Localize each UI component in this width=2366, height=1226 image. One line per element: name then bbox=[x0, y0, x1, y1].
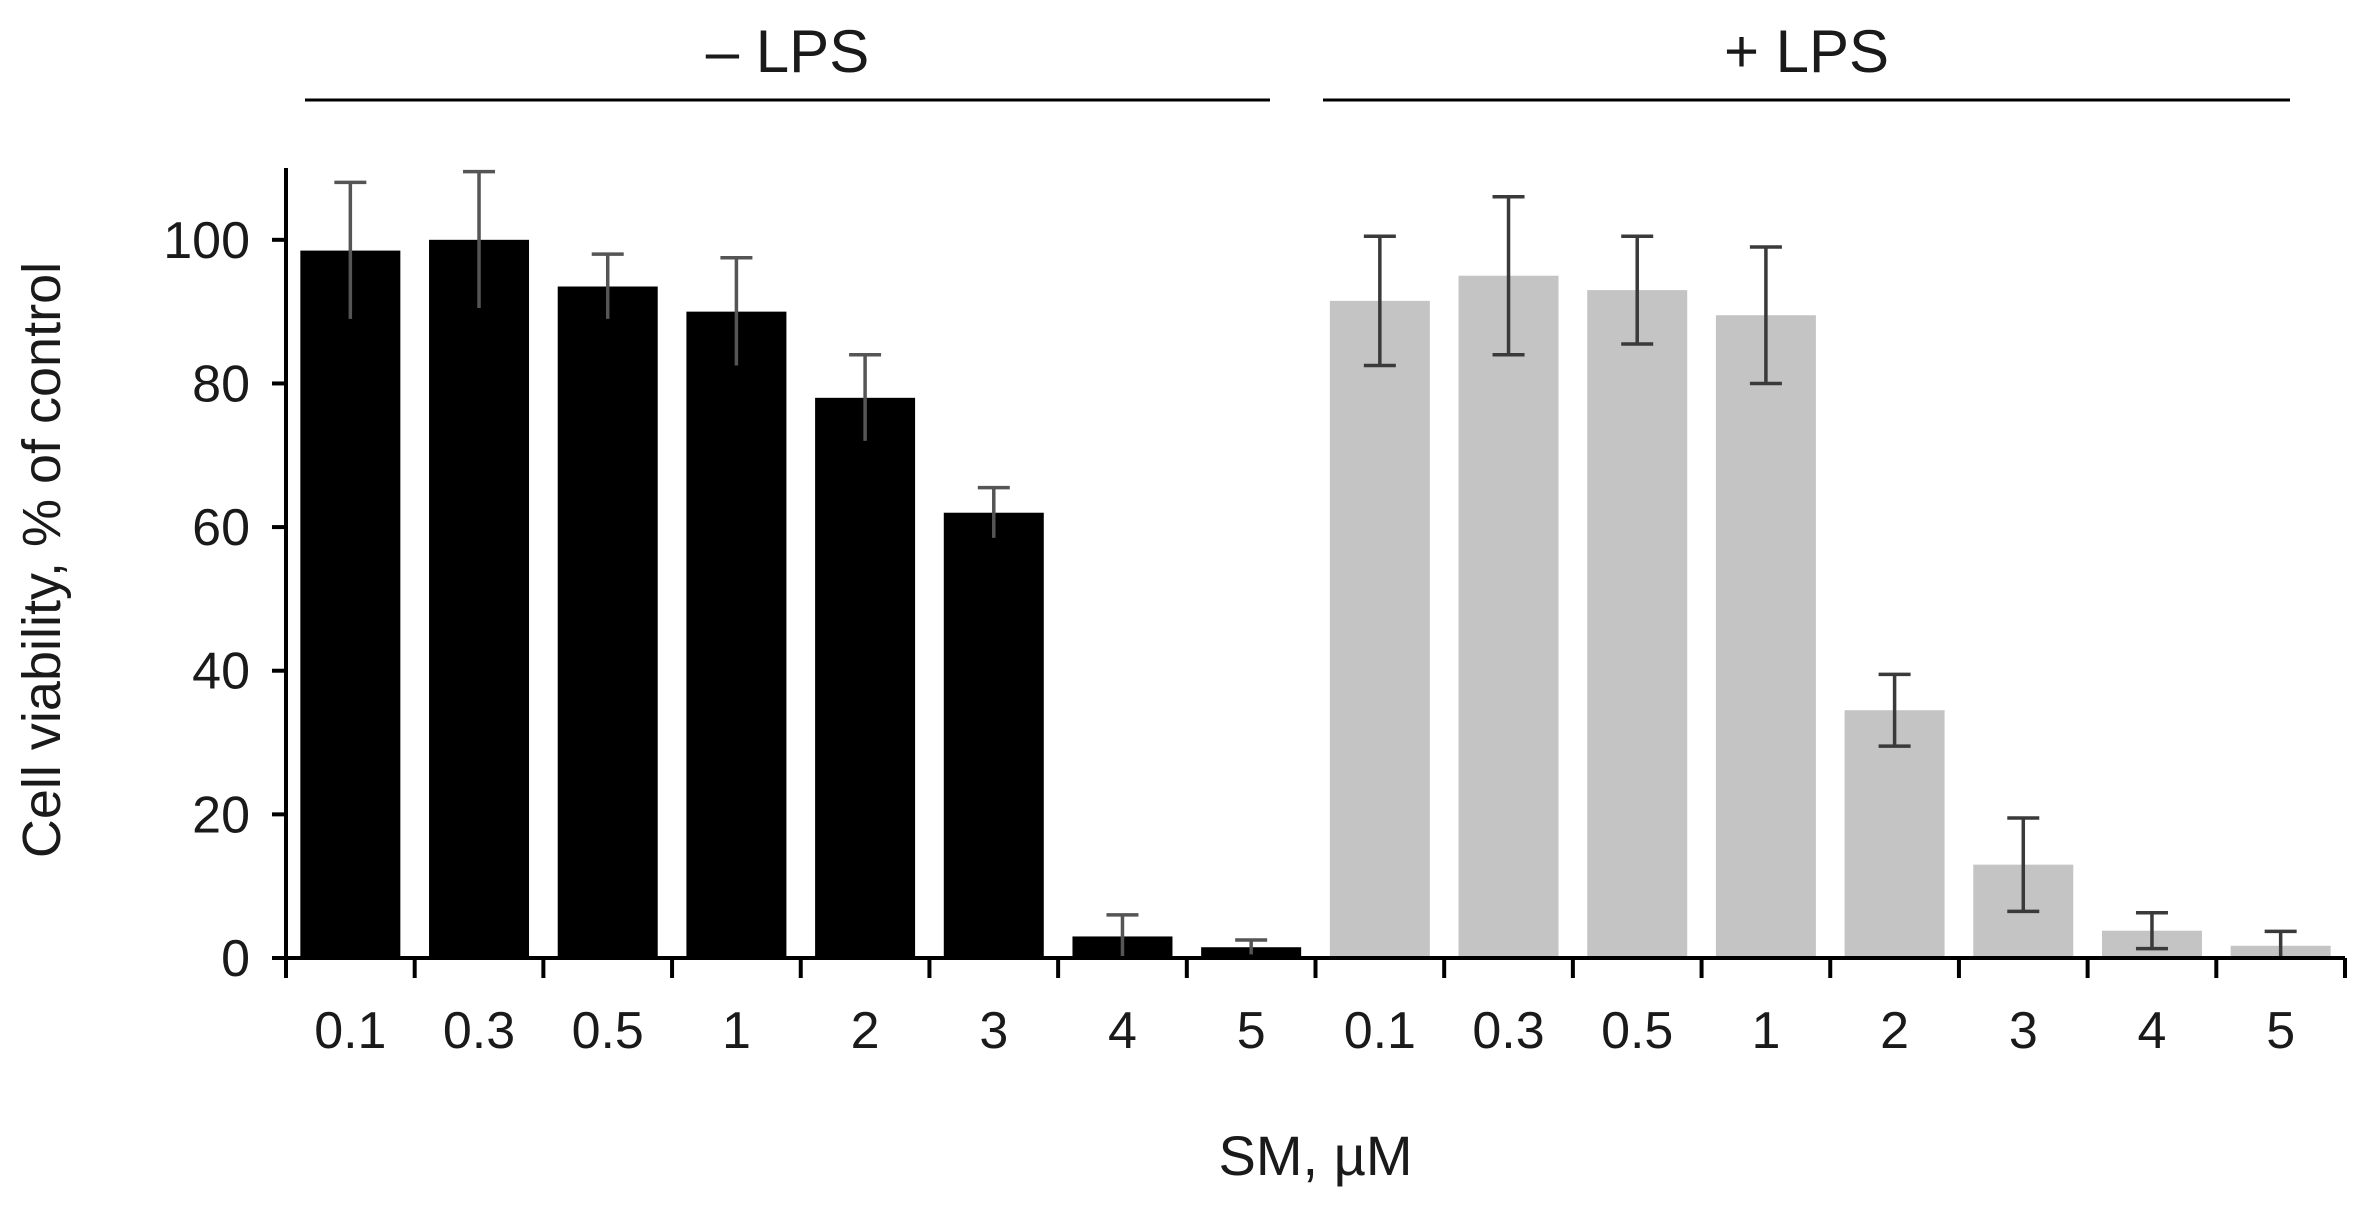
x-tick-label: 0.3 bbox=[1472, 1002, 1544, 1060]
x-tick-label: 4 bbox=[2138, 1002, 2167, 1060]
axes-layer bbox=[272, 168, 2347, 978]
bar-minus-lps bbox=[300, 250, 401, 958]
x-tick-label: 0.5 bbox=[1601, 1002, 1673, 1060]
x-tick-label: 2 bbox=[851, 1002, 880, 1060]
bar-plus-lps bbox=[1587, 290, 1688, 958]
group-label-plus-lps: + LPS bbox=[1724, 18, 1889, 85]
bar-minus-lps bbox=[557, 286, 658, 958]
bar-minus-lps bbox=[815, 397, 916, 958]
y-axis-title: Cell viability, % of control bbox=[12, 262, 72, 858]
x-tick-label: 2 bbox=[1880, 1002, 1909, 1060]
y-tick-label: 40 bbox=[192, 643, 250, 701]
y-tick-label: 60 bbox=[192, 499, 250, 557]
x-tick-label: 5 bbox=[2266, 1002, 2295, 1060]
x-axis-title: SM, µM bbox=[1218, 1124, 1412, 1187]
bar-plus-lps bbox=[1329, 300, 1430, 958]
x-tick-label: 0.5 bbox=[572, 1002, 644, 1060]
bar-plus-lps bbox=[1458, 275, 1559, 958]
y-tick-label: 80 bbox=[192, 355, 250, 413]
bar-minus-lps bbox=[686, 311, 787, 958]
bar-minus-lps bbox=[943, 512, 1044, 958]
bar-minus-lps bbox=[429, 239, 530, 958]
y-tick-label: 20 bbox=[192, 786, 250, 844]
x-tick-label: 0.1 bbox=[314, 1002, 386, 1060]
error-bars-layer bbox=[334, 169, 2297, 960]
bar-plus-lps bbox=[1715, 315, 1816, 958]
x-tick-label: 0.1 bbox=[1344, 1002, 1416, 1060]
x-tick-label: 1 bbox=[1751, 1002, 1780, 1060]
bars-layer bbox=[300, 239, 2331, 958]
bar-plus-lps bbox=[1844, 710, 1945, 958]
group-label-minus-lps: – LPS bbox=[706, 18, 869, 85]
x-tick-label: 0.3 bbox=[443, 1002, 515, 1060]
y-tick-label: 0 bbox=[221, 930, 250, 988]
x-tick-label: 4 bbox=[1108, 1002, 1137, 1060]
x-tick-label: 3 bbox=[979, 1002, 1008, 1060]
x-tick-label: 1 bbox=[722, 1002, 751, 1060]
y-tick-label: 100 bbox=[163, 212, 250, 270]
labels-layer: 0 20 40 60 80 100 0.1 0.3 0.5 1 2 3 4 5 – LPS 0.1 0.3 0.5… bbox=[12, 18, 2295, 1187]
x-tick-label: 3 bbox=[2009, 1002, 2038, 1060]
x-tick-label: 5 bbox=[1237, 1002, 1266, 1060]
